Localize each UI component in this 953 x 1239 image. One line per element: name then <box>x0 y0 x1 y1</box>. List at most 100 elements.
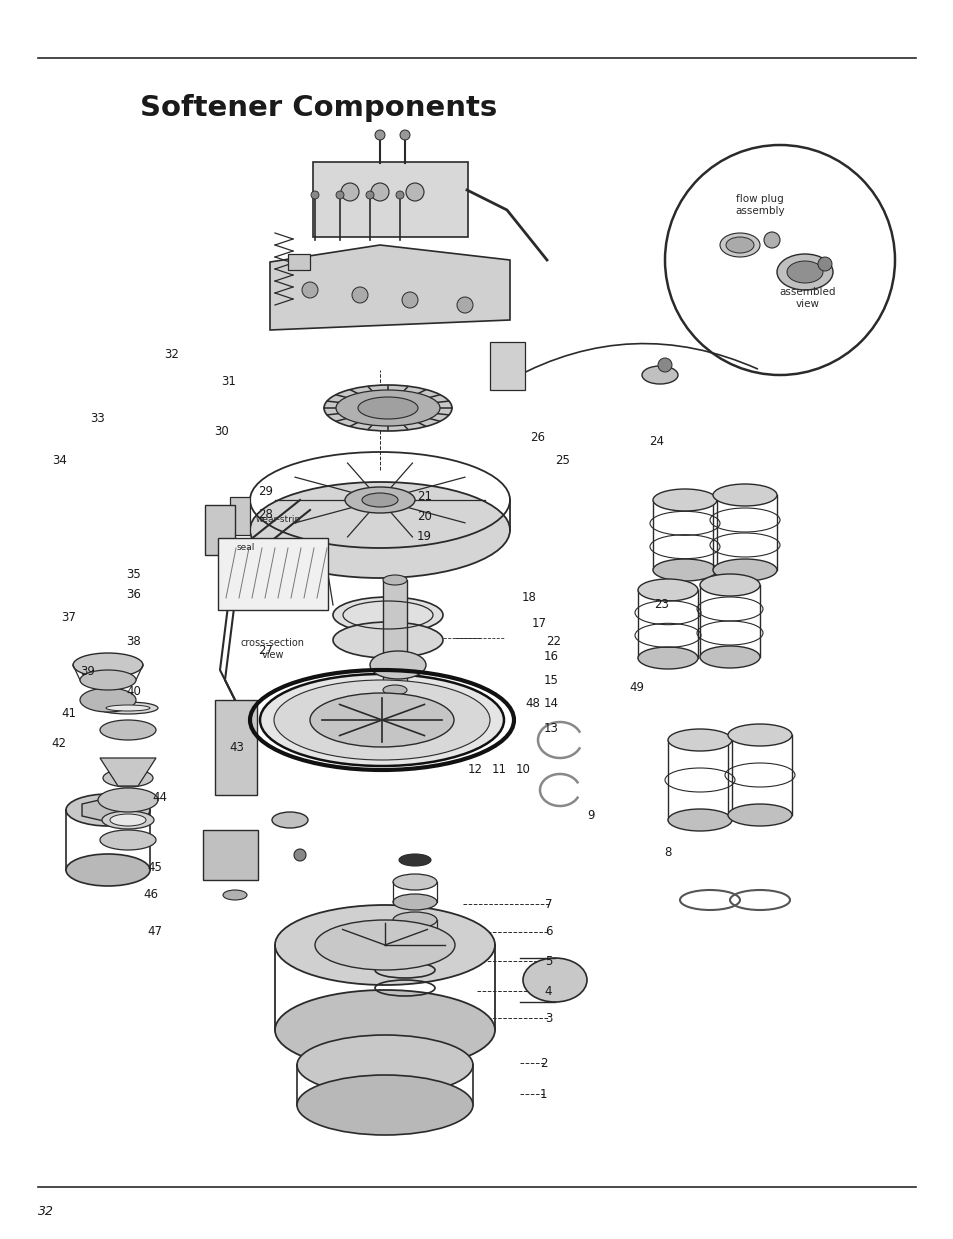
Text: assembled
view: assembled view <box>779 286 836 310</box>
Text: 23: 23 <box>653 598 668 611</box>
Ellipse shape <box>102 812 153 829</box>
Text: 42: 42 <box>51 737 67 750</box>
Ellipse shape <box>641 366 678 384</box>
Bar <box>203 830 257 880</box>
Ellipse shape <box>98 703 158 714</box>
Ellipse shape <box>100 720 156 740</box>
Ellipse shape <box>638 647 698 669</box>
Ellipse shape <box>393 912 436 928</box>
Text: 4: 4 <box>544 985 552 997</box>
Text: 37: 37 <box>61 611 76 623</box>
Ellipse shape <box>712 559 776 581</box>
Text: 36: 36 <box>126 589 141 601</box>
Ellipse shape <box>333 597 442 633</box>
Circle shape <box>302 282 317 299</box>
Text: 45: 45 <box>147 861 162 873</box>
Ellipse shape <box>80 688 136 712</box>
Text: 31: 31 <box>221 375 236 388</box>
Circle shape <box>371 183 389 201</box>
Text: 18: 18 <box>521 591 537 603</box>
Text: 49: 49 <box>629 681 644 694</box>
Bar <box>218 538 328 610</box>
Text: wear-strip: wear-strip <box>255 515 300 524</box>
Text: 44: 44 <box>152 792 168 804</box>
Ellipse shape <box>274 990 495 1070</box>
Ellipse shape <box>103 769 152 787</box>
Text: 32: 32 <box>164 348 179 361</box>
Ellipse shape <box>393 873 436 890</box>
Ellipse shape <box>638 579 698 601</box>
FancyArrowPatch shape <box>512 343 757 379</box>
Text: 35: 35 <box>126 569 141 581</box>
Ellipse shape <box>776 254 832 290</box>
Text: 34: 34 <box>51 455 67 467</box>
Text: 19: 19 <box>416 530 432 543</box>
Bar <box>382 580 407 690</box>
Ellipse shape <box>382 685 407 695</box>
Circle shape <box>395 191 403 199</box>
Ellipse shape <box>725 237 753 253</box>
Text: 5: 5 <box>544 955 552 968</box>
Bar <box>313 162 468 237</box>
Ellipse shape <box>700 574 760 596</box>
Text: 3: 3 <box>544 1012 552 1025</box>
Ellipse shape <box>357 396 417 419</box>
Circle shape <box>401 292 417 309</box>
Ellipse shape <box>370 650 426 679</box>
Text: 27: 27 <box>257 644 273 657</box>
Text: 12: 12 <box>467 763 482 776</box>
Text: 41: 41 <box>61 707 76 720</box>
Ellipse shape <box>335 390 439 426</box>
Text: 9: 9 <box>587 809 595 821</box>
Text: 17: 17 <box>531 617 546 629</box>
Ellipse shape <box>652 559 717 581</box>
Ellipse shape <box>382 575 407 585</box>
Circle shape <box>456 297 473 313</box>
Ellipse shape <box>272 812 308 828</box>
Circle shape <box>658 358 671 372</box>
Circle shape <box>366 191 374 199</box>
Text: 24: 24 <box>648 435 663 447</box>
Polygon shape <box>270 245 510 330</box>
Ellipse shape <box>223 890 247 900</box>
Text: 7: 7 <box>544 898 552 911</box>
Ellipse shape <box>398 854 431 866</box>
Ellipse shape <box>720 233 760 256</box>
Ellipse shape <box>296 1035 473 1095</box>
Bar <box>205 506 234 555</box>
Ellipse shape <box>250 482 510 579</box>
Text: 43: 43 <box>229 741 244 753</box>
Ellipse shape <box>652 489 717 510</box>
Text: 16: 16 <box>543 650 558 663</box>
Text: 46: 46 <box>143 888 158 901</box>
Ellipse shape <box>274 680 490 760</box>
Ellipse shape <box>66 854 150 886</box>
Ellipse shape <box>274 904 495 985</box>
Text: 1: 1 <box>539 1088 547 1100</box>
Circle shape <box>817 256 831 271</box>
Ellipse shape <box>667 809 731 831</box>
Circle shape <box>294 849 306 861</box>
Circle shape <box>340 183 358 201</box>
Text: 15: 15 <box>543 674 558 686</box>
Text: 47: 47 <box>147 926 162 938</box>
Text: 25: 25 <box>555 455 570 467</box>
Ellipse shape <box>324 385 452 431</box>
Text: 29: 29 <box>257 486 273 498</box>
Text: 40: 40 <box>126 685 141 698</box>
Text: 11: 11 <box>491 763 506 776</box>
Circle shape <box>375 130 385 140</box>
Text: seal: seal <box>236 544 254 553</box>
Text: 2: 2 <box>539 1057 547 1069</box>
Ellipse shape <box>361 493 397 507</box>
Text: flow plug
assembly: flow plug assembly <box>735 193 784 216</box>
Text: 33: 33 <box>90 413 105 425</box>
Ellipse shape <box>310 693 454 747</box>
Ellipse shape <box>522 958 586 1002</box>
Ellipse shape <box>345 487 415 513</box>
Ellipse shape <box>727 724 791 746</box>
Bar <box>288 254 310 270</box>
Ellipse shape <box>73 653 143 676</box>
Circle shape <box>406 183 423 201</box>
Ellipse shape <box>786 261 822 282</box>
